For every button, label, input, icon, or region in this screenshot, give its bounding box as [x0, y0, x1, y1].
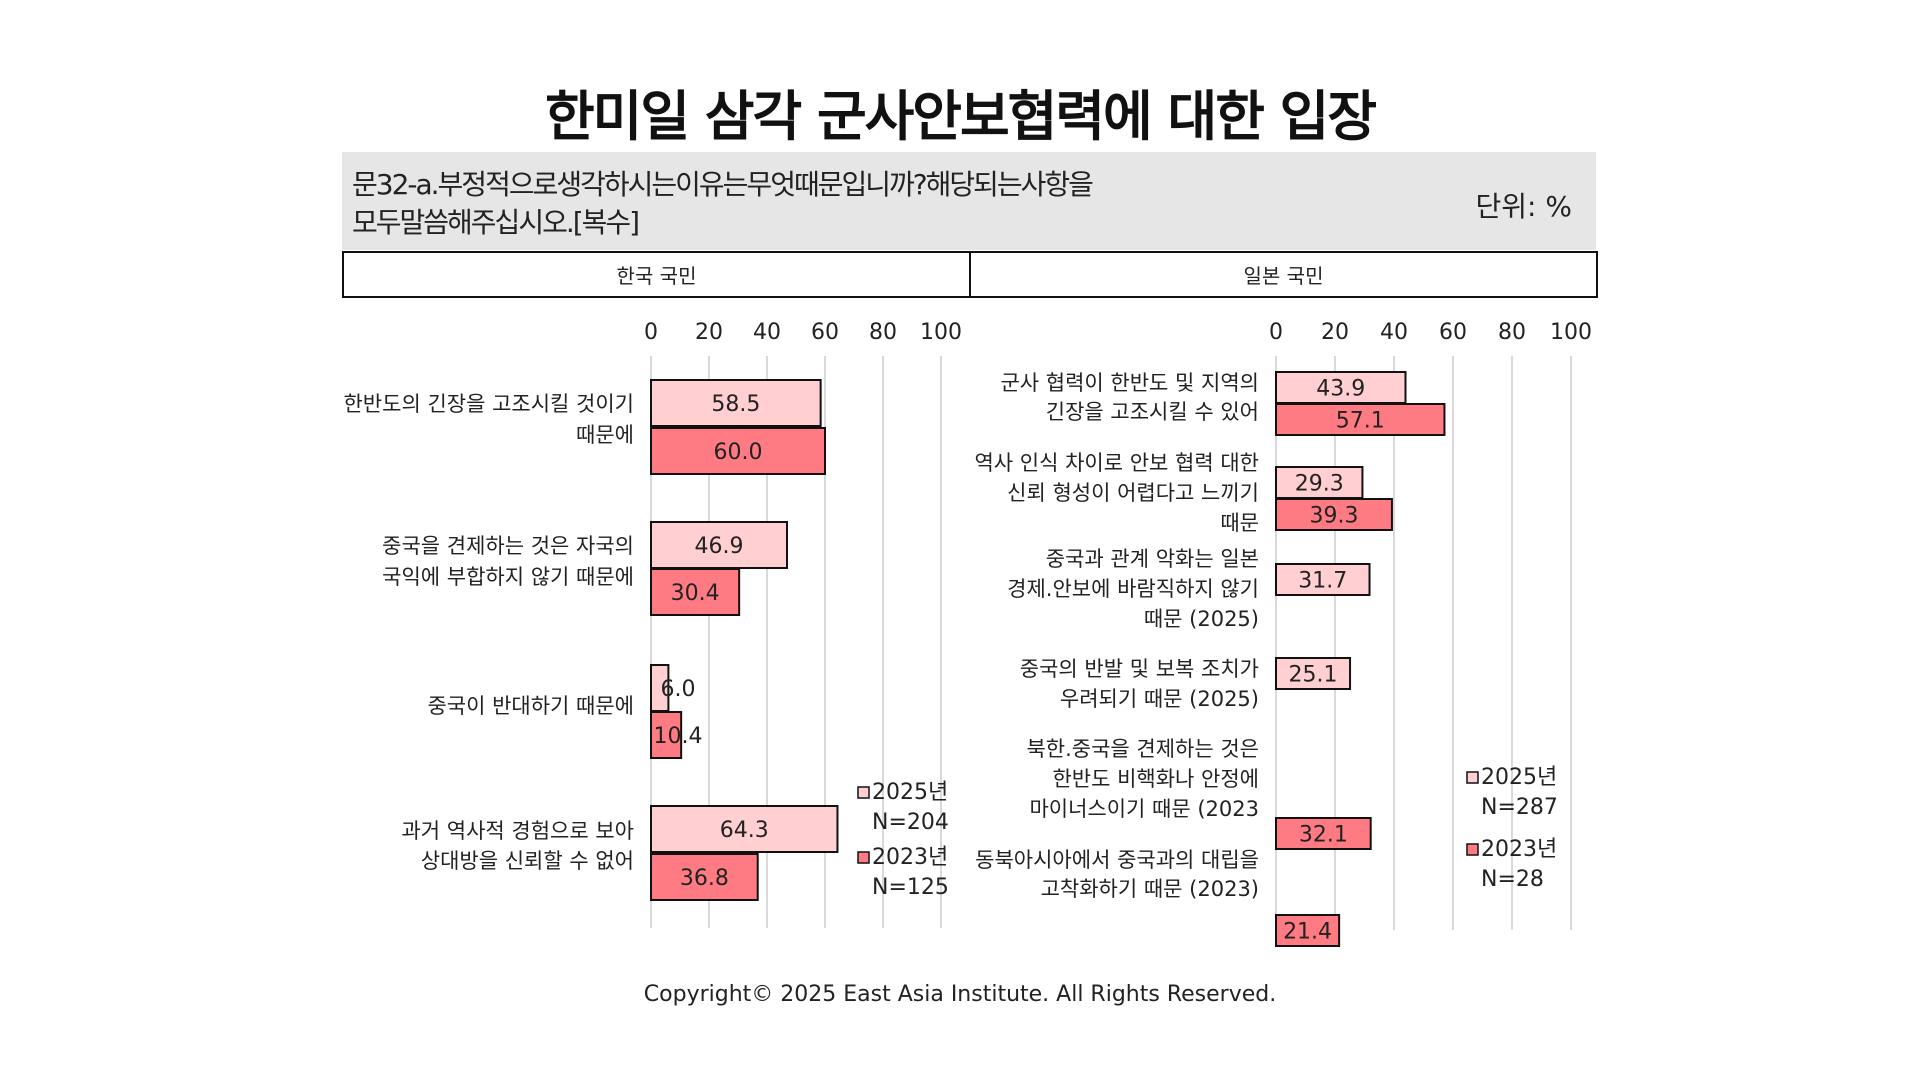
korea-bar-2023	[650, 711, 683, 759]
korea-bar-2023	[650, 853, 759, 901]
japan-data-label: 39.3	[1309, 504, 1358, 529]
japan-bar-2023	[1275, 817, 1372, 850]
japan-category-label: 군사 협력이 한반도 및 지역의	[1000, 371, 1259, 395]
japan-data-label: 25.1	[1289, 663, 1338, 688]
japan-legend-note: N=287	[1481, 795, 1558, 820]
copyright-footer: Copyright© 2025 East Asia Institute. All…	[643, 982, 1277, 1007]
korea-bar-2023	[650, 568, 741, 616]
korea-legend-label: 2023년	[872, 845, 948, 870]
japan-data-label: 43.9	[1316, 377, 1365, 402]
japan-data-label: 29.3	[1295, 472, 1344, 497]
question-line-2: 모두말씀해주십시오.[복수]	[352, 206, 640, 239]
japan-tick-label: 40	[1380, 320, 1408, 345]
korea-bar-2023	[650, 427, 826, 475]
japan-data-label: 32.1	[1299, 823, 1348, 848]
japan-category-label: 역사 인식 차이로 안보 협력 대한	[974, 451, 1259, 475]
korea-legend-swatch	[857, 851, 870, 864]
question-line-1: 문32-a.부정적으로생각하시는이유는무엇때문입니까?해당되는사항을	[352, 168, 1094, 201]
japan-category-label: 고착화하기 때문 (2023)	[1041, 877, 1259, 901]
korea-category-label: 과거 역사적 경험으로 보아	[401, 819, 634, 843]
japan-legend-label: 2023년	[1481, 837, 1557, 862]
question-text: 문32-a.부정적으로생각하시는이유는무엇때문입니까?해당되는사항을 모두말씀해…	[352, 166, 1252, 242]
question-box: 문32-a.부정적으로생각하시는이유는무엇때문입니까?해당되는사항을 모두말씀해…	[342, 152, 1596, 250]
korea-category-label: 국익에 부합하지 않기 때문에	[382, 565, 634, 589]
korea-data-label: 46.9	[695, 534, 744, 559]
korea-tick-label: 100	[920, 320, 962, 345]
japan-tick-label: 80	[1498, 320, 1526, 345]
japan-category-label: 북한.중국을 견제하는 것은	[1026, 737, 1259, 761]
korea-data-label: 30.4	[671, 581, 720, 606]
japan-category-label: 긴장을 고조시킬 수 있어	[1046, 400, 1259, 424]
panel-header-korea: 한국 국민	[616, 264, 697, 288]
korea-data-label: 36.8	[680, 866, 729, 891]
korea-data-label: 64.3	[720, 818, 769, 843]
panel-header-japan: 일본 국민	[969, 253, 1596, 296]
japan-data-label: 57.1	[1336, 409, 1385, 434]
japan-bar-2025	[1275, 466, 1364, 499]
korea-legend-swatch	[857, 786, 870, 799]
japan-bar-2025	[1275, 657, 1352, 690]
korea-legend-note: N=204	[872, 810, 949, 835]
japan-tick-label: 100	[1550, 320, 1592, 345]
korea-data-label: 58.5	[711, 392, 760, 417]
japan-legend-label: 2025년	[1481, 765, 1557, 790]
korea-legend-note: N=125	[872, 875, 949, 900]
japan-category-label: 우려되기 때문 (2025)	[1060, 687, 1259, 711]
korea-tick-label: 60	[811, 320, 839, 345]
korea-bar-2025	[650, 805, 839, 853]
korea-data-label: 10.4	[654, 724, 703, 749]
korea-category-label: 때문에	[576, 423, 634, 447]
japan-bar-2025	[1275, 563, 1371, 596]
japan-bar-2025	[1275, 371, 1407, 404]
japan-bar-2023	[1275, 914, 1341, 947]
korea-bar-2025	[650, 521, 789, 569]
japan-category-label: 때문 (2025)	[1144, 607, 1259, 631]
korea-tick-label: 20	[695, 320, 723, 345]
japan-data-label: 21.4	[1283, 920, 1332, 945]
japan-category-label: 신뢰 형성이 어렵다고 느끼기	[1007, 481, 1259, 505]
korea-tick-label: 0	[644, 320, 658, 345]
japan-category-label: 중국과 관계 악화는 일본	[1046, 547, 1259, 571]
korea-data-label: 6.0	[661, 677, 696, 702]
korea-category-label: 중국이 반대하기 때문에	[427, 694, 634, 718]
japan-tick-label: 60	[1439, 320, 1467, 345]
japan-data-label: 31.7	[1298, 569, 1347, 594]
japan-legend-swatch	[1466, 843, 1479, 856]
korea-legend-label: 2025년	[872, 780, 948, 805]
page-title: 한미일 삼각 군사안보협력에 대한 입장	[544, 85, 1377, 148]
korea-category-label: 한반도의 긴장을 고조시킬 것이기	[343, 392, 634, 416]
korea-category-label: 중국을 견제하는 것은 자국의	[382, 534, 634, 558]
japan-bar-2023	[1275, 403, 1446, 436]
korea-bar-2025	[650, 379, 822, 427]
japan-tick-label: 0	[1269, 320, 1283, 345]
japan-category-label: 한반도 비핵화나 안정에	[1052, 767, 1259, 791]
japan-bar-2023	[1275, 498, 1393, 531]
japan-tick-label: 20	[1321, 320, 1349, 345]
unit-label: 단위: %	[1475, 190, 1572, 223]
panel-header-row: 한국 국민 일본 국민	[342, 251, 1598, 298]
japan-category-label: 때문	[1220, 511, 1259, 535]
japan-legend-note: N=28	[1481, 867, 1544, 892]
korea-tick-label: 80	[869, 320, 897, 345]
japan-category-label: 마이너스이기 때문 (2023	[1029, 797, 1259, 821]
korea-data-label: 60.0	[714, 440, 763, 465]
japan-category-label: 동북아시아에서 중국과의 대립을	[975, 848, 1259, 872]
korea-category-label: 상대방을 신뢰할 수 없어	[421, 849, 634, 873]
japan-category-label: 경제.안보에 바람직하지 않기	[1007, 577, 1259, 601]
japan-category-label: 중국의 반발 및 보복 조치가	[1020, 657, 1259, 681]
korea-tick-label: 40	[753, 320, 781, 345]
japan-legend-swatch	[1466, 771, 1479, 784]
